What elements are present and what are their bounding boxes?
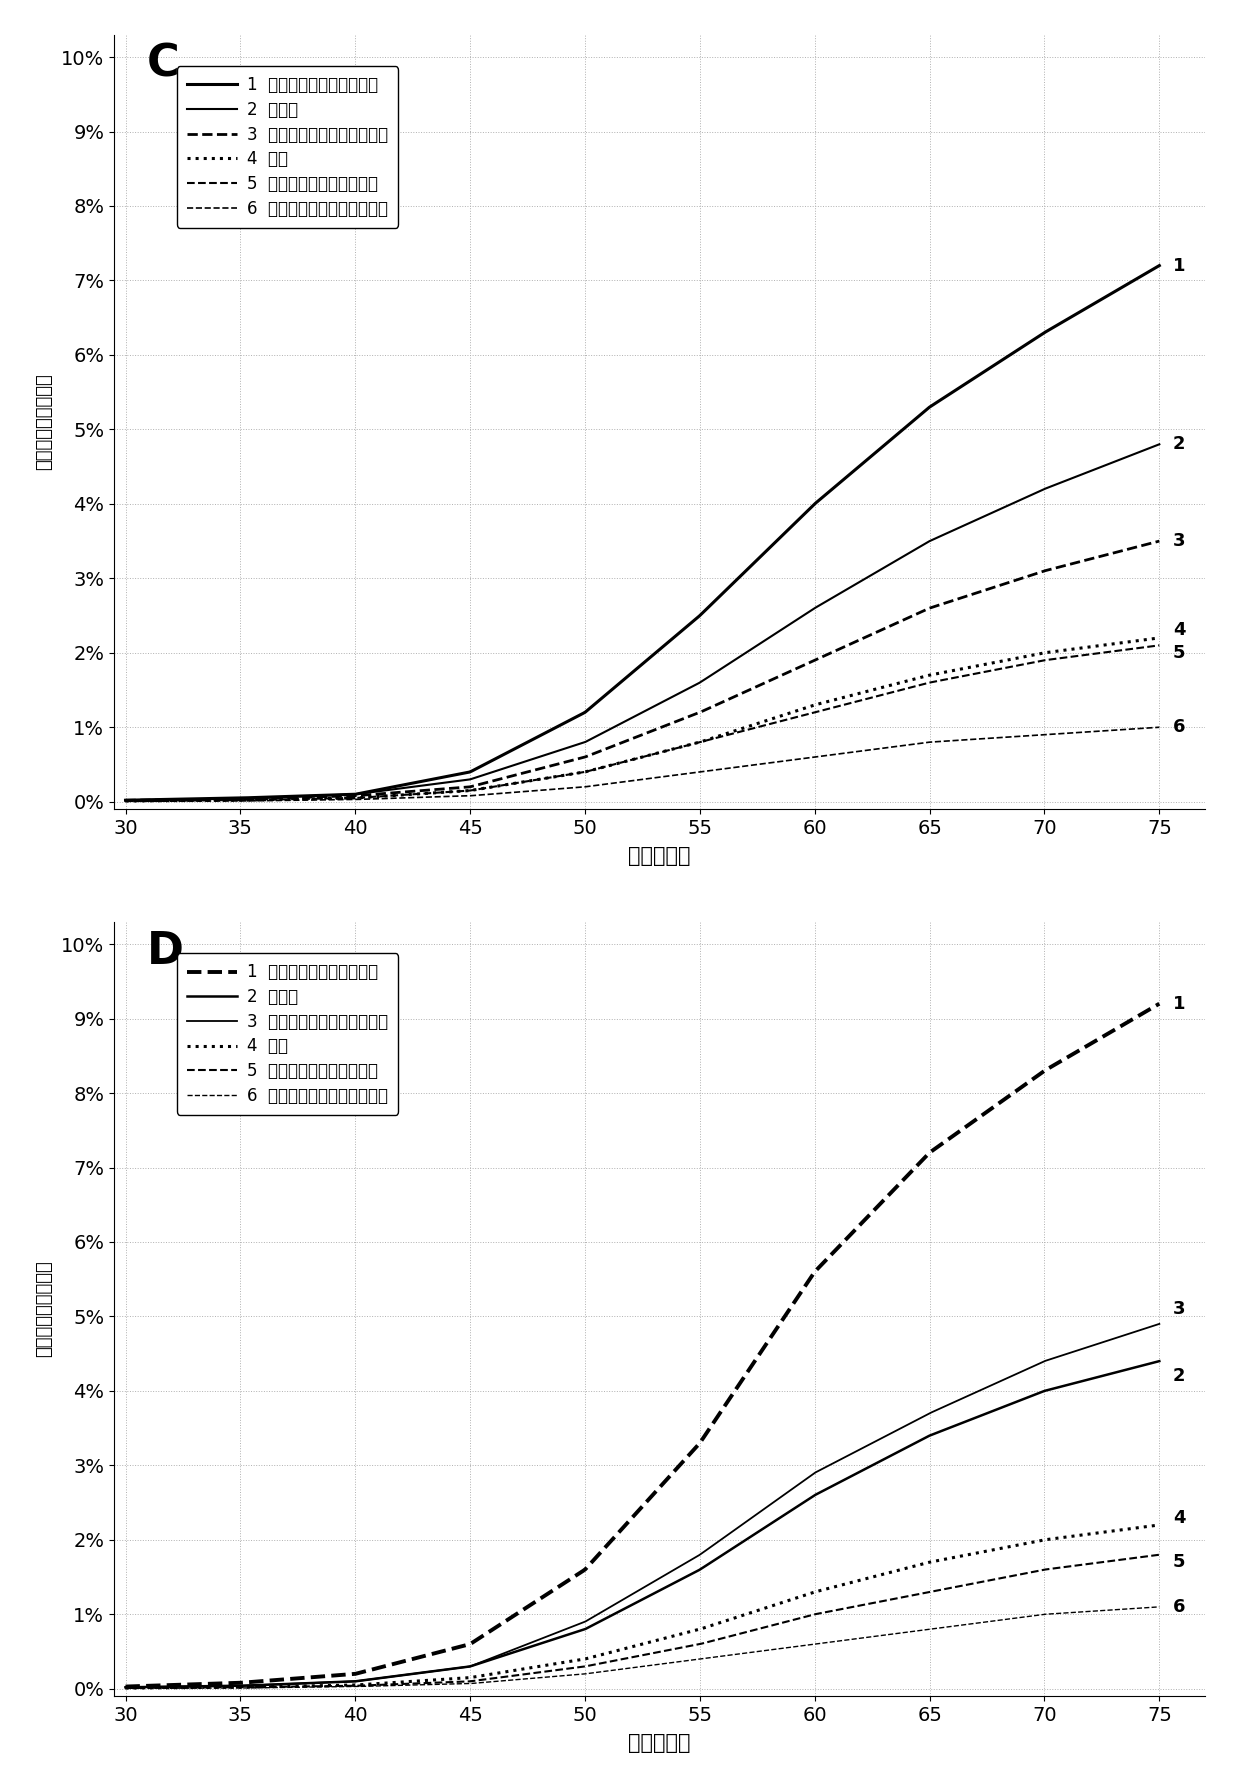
Y-axis label: 结直肠癌的五年风险: 结直肠癌的五年风险 [35,374,53,470]
Legend: 1  上十分位数且具有家族史, 2  家族史, 3  上十分位数且不具有家族史, 4  群体, 5  下十分位数且具有家族史, 6  下十分位数且不具有家族史: 1 上十分位数且具有家族史, 2 家族史, 3 上十分位数且不具有家族史, 4 … [177,953,398,1114]
Text: D: D [146,930,184,973]
Text: 1: 1 [1173,994,1185,1012]
Legend: 1  上五分位数且具有家族史, 2  家族史, 3  上五分位数且不具有家族史, 4  群体, 5  下五分位数且具有家族史, 6  下五分位数且不具有家族史: 1 上五分位数且具有家族史, 2 家族史, 3 上五分位数且不具有家族史, 4 … [177,66,398,227]
X-axis label: 年龄（年）: 年龄（年） [629,1733,691,1754]
Text: 2: 2 [1173,1368,1185,1386]
Text: 3: 3 [1173,533,1185,551]
Text: 5: 5 [1173,1554,1185,1572]
Text: 5: 5 [1173,644,1185,662]
Text: 6: 6 [1173,1598,1185,1616]
Text: 1: 1 [1173,256,1185,275]
X-axis label: 年龄（年）: 年龄（年） [629,846,691,865]
Text: 2: 2 [1173,434,1185,454]
Y-axis label: 结直肠癌的五年风险: 结直肠癌的五年风险 [35,1261,53,1357]
Text: 4: 4 [1173,1509,1185,1527]
Text: C: C [146,43,180,86]
Text: 6: 6 [1173,719,1185,737]
Text: 4: 4 [1173,622,1185,640]
Text: 3: 3 [1173,1300,1185,1318]
